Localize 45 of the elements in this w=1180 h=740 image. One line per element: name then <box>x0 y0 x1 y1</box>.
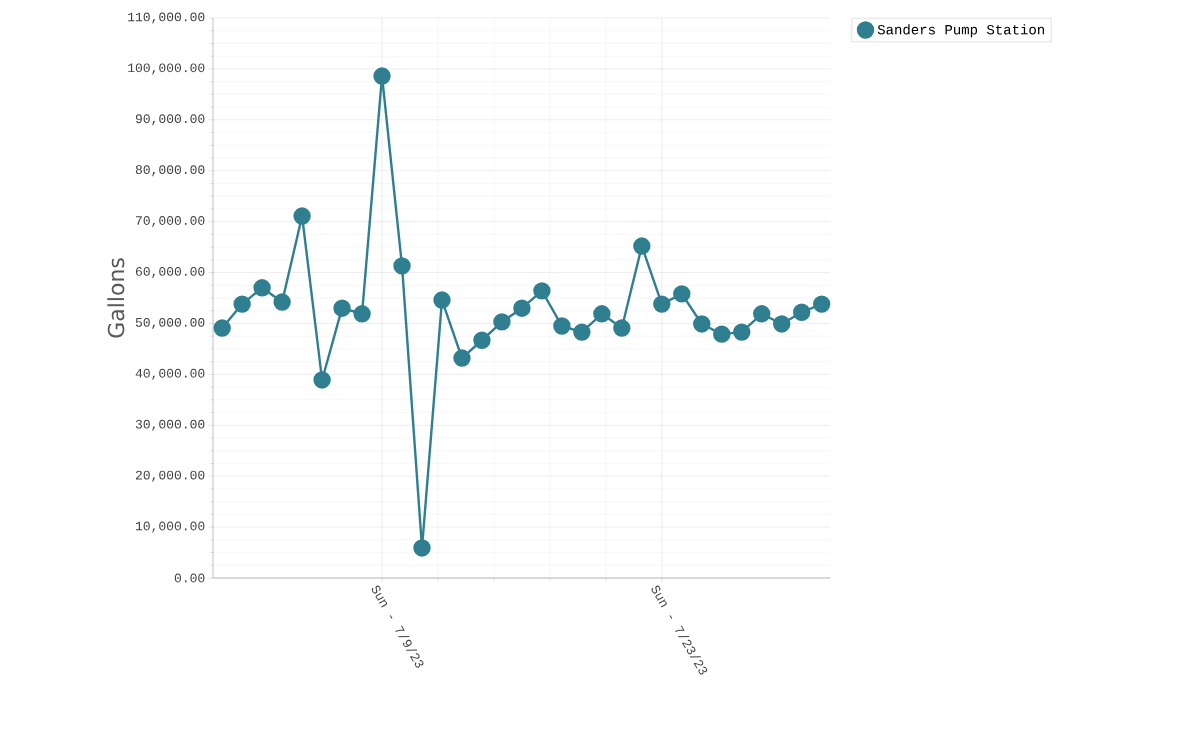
point <box>553 317 571 335</box>
point <box>593 305 611 323</box>
y-tick-label: 100,000.00 <box>128 63 205 75</box>
point <box>293 207 311 225</box>
point <box>653 295 671 313</box>
point <box>433 291 451 309</box>
point <box>493 313 511 331</box>
point <box>793 303 811 321</box>
point <box>633 237 651 255</box>
point <box>573 323 591 341</box>
point <box>812 295 831 313</box>
point <box>513 299 531 317</box>
point <box>473 331 491 349</box>
point <box>273 293 291 311</box>
point <box>693 315 711 333</box>
point <box>413 539 431 557</box>
y-tick-label: 50,000.00 <box>135 317 205 329</box>
y-tick-label: 80,000.00 <box>135 165 205 177</box>
point <box>613 319 631 337</box>
y-axis-title: Gallons <box>107 258 125 338</box>
legend-label: Sanders Pump Station <box>877 24 1044 38</box>
point <box>733 323 751 341</box>
point <box>373 67 391 85</box>
point <box>713 325 731 343</box>
point <box>233 295 251 313</box>
y-tick-label: 30,000.00 <box>135 419 205 431</box>
point <box>533 282 551 300</box>
point <box>673 285 691 303</box>
point <box>773 315 791 333</box>
y-tick-label: 40,000.00 <box>135 368 205 380</box>
y-tick-label: 20,000.00 <box>135 470 205 482</box>
point <box>393 257 411 275</box>
point <box>333 299 351 317</box>
point <box>313 371 331 389</box>
point <box>353 305 371 323</box>
point <box>453 349 471 367</box>
point <box>213 319 231 337</box>
y-tick-label: 10,000.00 <box>135 521 205 533</box>
point <box>753 305 771 323</box>
y-tick-label: 90,000.00 <box>135 114 205 126</box>
y-tick-label: 60,000.00 <box>135 267 205 279</box>
y-tick-label: 70,000.00 <box>136 216 205 228</box>
y-tick-label: 0.00 <box>174 573 205 583</box>
y-tick-label: 110,000.00 <box>128 12 205 24</box>
point <box>253 279 271 297</box>
